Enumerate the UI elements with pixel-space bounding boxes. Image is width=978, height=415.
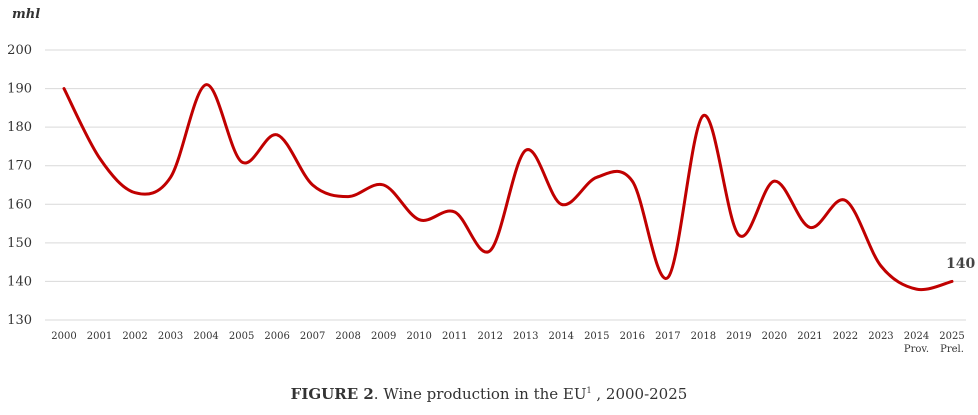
x-tick-2020: 2020 bbox=[762, 331, 787, 342]
caption-tail: , 2000-2025 bbox=[591, 385, 688, 403]
y-tick-180: 180 bbox=[7, 120, 32, 135]
caption-text: . Wine production in the EU bbox=[373, 385, 587, 403]
figure-caption: FIGURE 2. Wine production in the EU1 , 2… bbox=[0, 385, 978, 403]
y-tick-190: 190 bbox=[7, 82, 32, 97]
x-tick-2018: 2018 bbox=[691, 331, 716, 342]
x-sublabel-2024: Prov. bbox=[904, 344, 929, 355]
x-tick-2025: 2025 bbox=[939, 331, 964, 342]
series-layer bbox=[62, 83, 954, 292]
x-tick-2005: 2005 bbox=[229, 331, 254, 342]
x-tick-2013: 2013 bbox=[513, 331, 538, 342]
caption-figure-number: FIGURE 2 bbox=[290, 385, 374, 403]
x-axis-ticks: 2000 2001 2002 2003 2004 2005 2006 2007 2008 2009… bbox=[51, 331, 964, 355]
x-tick-2015: 2015 bbox=[584, 331, 609, 342]
x-tick-2016: 2016 bbox=[620, 331, 645, 342]
x-tick-2003: 2003 bbox=[158, 331, 183, 342]
x-tick-2008: 2008 bbox=[335, 331, 360, 342]
x-sublabel-2025: Prel. bbox=[940, 344, 964, 355]
caption-footnote: 1 bbox=[586, 386, 592, 395]
x-tick-2023: 2023 bbox=[868, 331, 893, 342]
x-tick-2007: 2007 bbox=[300, 331, 325, 342]
x-tick-2019: 2019 bbox=[726, 331, 751, 342]
y-tick-140: 140 bbox=[7, 274, 32, 289]
y-axis-label: mhl bbox=[12, 7, 40, 22]
x-tick-2011: 2011 bbox=[442, 331, 467, 342]
x-tick-2017: 2017 bbox=[655, 331, 680, 342]
y-tick-150: 150 bbox=[7, 236, 32, 251]
x-tick-2004: 2004 bbox=[193, 331, 218, 342]
y-tick-160: 160 bbox=[7, 197, 32, 212]
x-tick-2001: 2001 bbox=[87, 331, 112, 342]
x-tick-2012: 2012 bbox=[478, 331, 503, 342]
x-tick-2006: 2006 bbox=[264, 331, 289, 342]
x-tick-2009: 2009 bbox=[371, 331, 396, 342]
y-tick-200: 200 bbox=[7, 43, 32, 58]
x-tick-2014: 2014 bbox=[549, 331, 574, 342]
x-tick-2010: 2010 bbox=[406, 331, 431, 342]
gridlines bbox=[45, 49, 966, 321]
x-tick-2002: 2002 bbox=[122, 331, 147, 342]
end-value-label: 140 bbox=[946, 256, 975, 272]
x-tick-2022: 2022 bbox=[833, 331, 858, 342]
y-tick-170: 170 bbox=[7, 159, 32, 174]
y-axis-ticks: 130 140 150 160 170 180 190 200 bbox=[7, 43, 32, 328]
x-tick-2021: 2021 bbox=[797, 331, 822, 342]
series-line-0 bbox=[62, 83, 954, 292]
data-points bbox=[64, 85, 952, 289]
x-tick-2024: 2024 bbox=[904, 331, 929, 342]
x-tick-2000: 2000 bbox=[51, 331, 76, 342]
y-tick-130: 130 bbox=[7, 313, 32, 328]
